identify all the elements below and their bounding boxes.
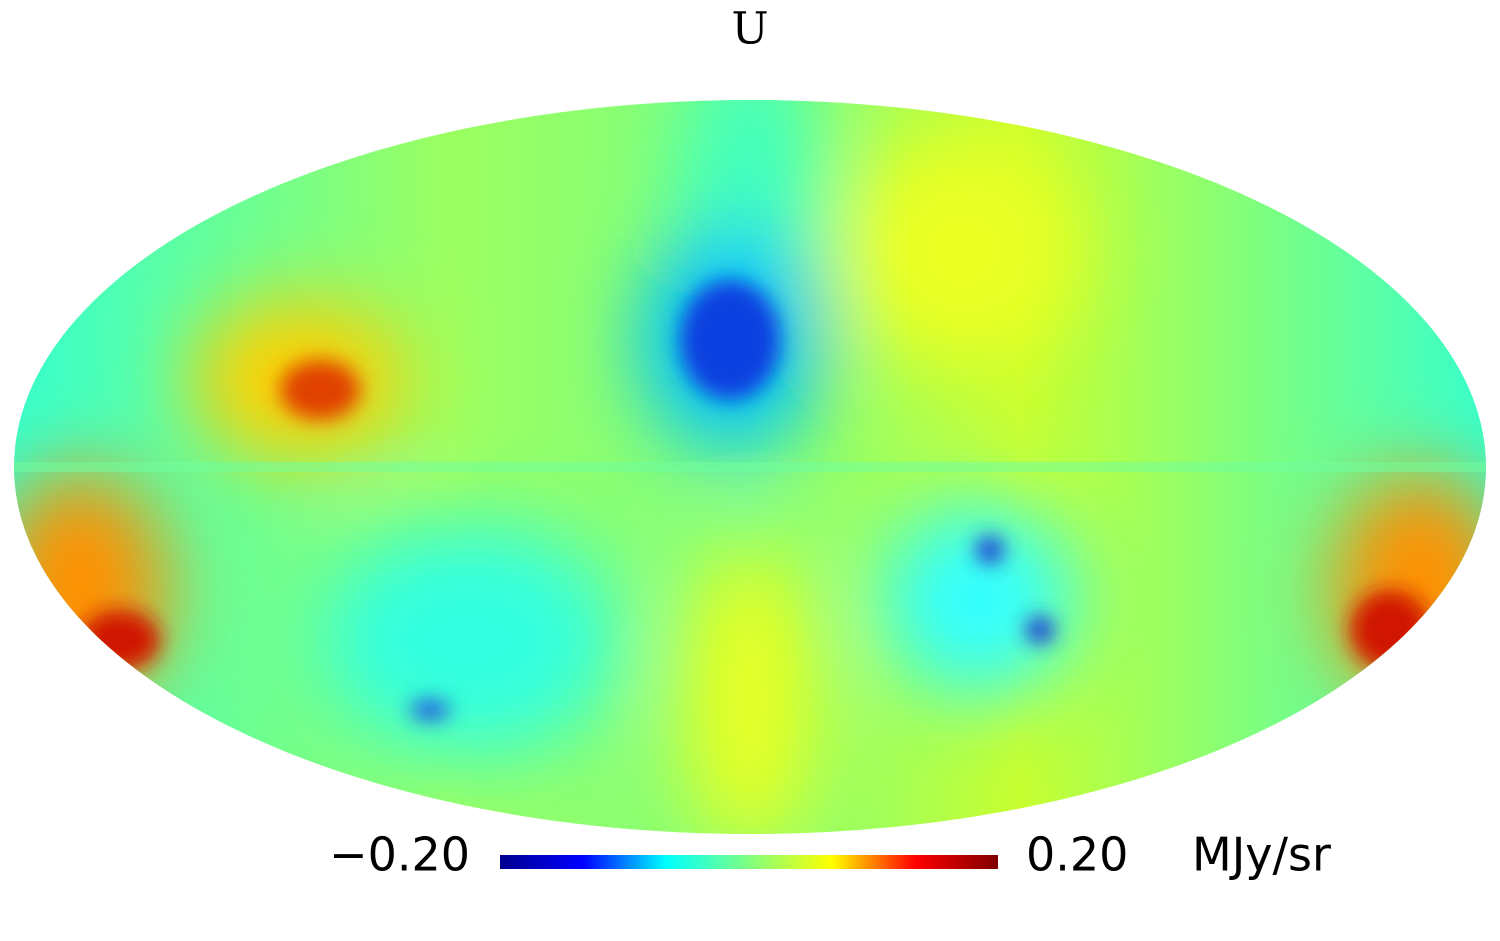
map-title: U — [731, 4, 768, 55]
sky-map — [14, 100, 1486, 834]
colorbar-tick-label: 0.20 — [1026, 828, 1128, 882]
colorbar-unit: MJy/sr — [1192, 828, 1331, 882]
colorbar — [500, 855, 998, 869]
colorbar-tick-label: −0.20 — [329, 828, 470, 882]
